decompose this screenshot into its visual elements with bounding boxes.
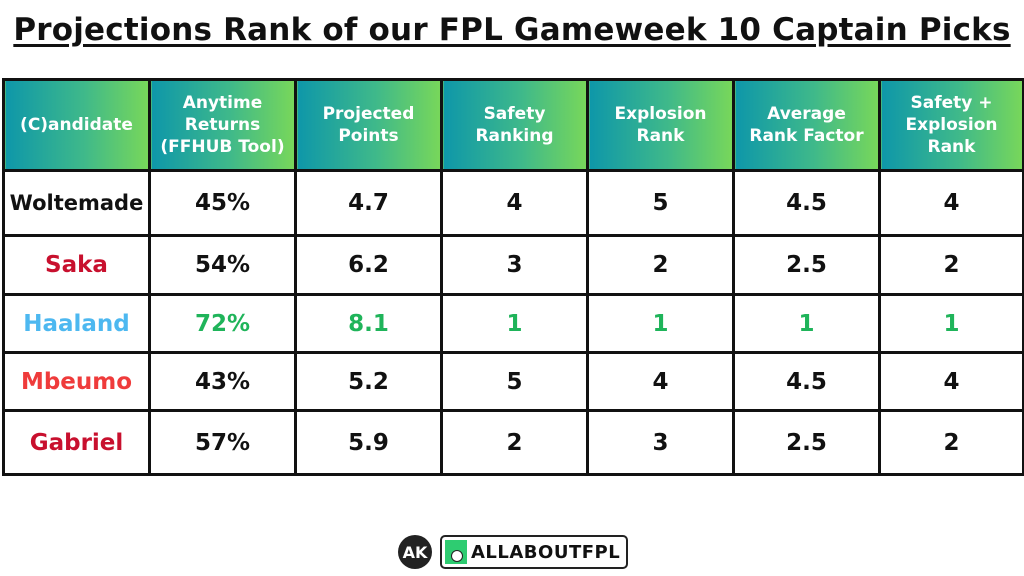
average-rank-factor-cell: 2.5	[732, 234, 881, 296]
projected-points-cell: 6.2	[294, 234, 443, 296]
safety-explosion-rank-cell: 2	[878, 234, 1024, 296]
candidate-name: Gabriel	[2, 409, 151, 476]
candidate-name: Mbeumo	[2, 351, 151, 412]
candidate-name: Saka	[2, 234, 151, 296]
anytime-returns-cell: 43%	[148, 351, 297, 412]
page-title: Projections Rank of our FPL Gameweek 10 …	[0, 12, 1024, 48]
average-rank-factor-cell: 4.5	[732, 169, 881, 237]
table-row: Mbeumo 43% 5.2 5 4 4.5 4	[2, 351, 1024, 412]
header-average-rank-factor: Average Rank Factor	[732, 78, 881, 172]
brand-name: ALLABOUTFPL	[471, 541, 621, 563]
table-row: Gabriel 57% 5.9 2 3 2.5 2	[2, 409, 1024, 476]
anytime-returns-cell: 72%	[148, 293, 297, 354]
footer-branding: AK ALLABOUTFPL	[398, 532, 629, 572]
projected-points-cell: 5.2	[294, 351, 443, 412]
header-candidate: (C)andidate	[2, 78, 151, 172]
safety-ranking-cell: 1	[440, 293, 589, 354]
anytime-returns-cell: 54%	[148, 234, 297, 296]
allaboutfpl-logo: ALLABOUTFPL	[440, 535, 629, 569]
football-boot-icon	[445, 540, 467, 564]
captain-picks-table: (C)andidate Anytime Returns (FFHUB Tool) P…	[2, 78, 1024, 476]
safety-explosion-rank-cell: 4	[878, 169, 1024, 237]
candidate-name: Woltemade	[2, 169, 151, 237]
safety-explosion-rank-cell: 1	[878, 293, 1024, 354]
header-safety-ranking: Safety Ranking	[440, 78, 589, 172]
header-explosion-rank: Explosion Rank	[586, 78, 735, 172]
projected-points-cell: 4.7	[294, 169, 443, 237]
table-row: Saka 54% 6.2 3 2 2.5 2	[2, 234, 1024, 296]
explosion-rank-cell: 5	[586, 169, 735, 237]
header-row: (C)andidate Anytime Returns (FFHUB Tool) P…	[2, 78, 1024, 172]
safety-ranking-cell: 4	[440, 169, 589, 237]
safety-explosion-rank-cell: 4	[878, 351, 1024, 412]
average-rank-factor-cell: 1	[732, 293, 881, 354]
header-anytime-returns: Anytime Returns (FFHUB Tool)	[148, 78, 297, 172]
candidate-name: Haaland	[2, 293, 151, 354]
explosion-rank-cell: 1	[586, 293, 735, 354]
explosion-rank-cell: 3	[586, 409, 735, 476]
average-rank-factor-cell: 4.5	[732, 351, 881, 412]
projected-points-cell: 5.9	[294, 409, 443, 476]
projected-points-cell: 8.1	[294, 293, 443, 354]
explosion-rank-cell: 4	[586, 351, 735, 412]
ak-logo-icon: AK	[398, 535, 432, 569]
average-rank-factor-cell: 2.5	[732, 409, 881, 476]
header-safety-explosion-rank: Safety + Explosion Rank	[878, 78, 1024, 172]
safety-explosion-rank-cell: 2	[878, 409, 1024, 476]
title-text: Projections Rank of our FPL Gameweek 10 …	[13, 12, 1011, 48]
safety-ranking-cell: 5	[440, 351, 589, 412]
explosion-rank-cell: 2	[586, 234, 735, 296]
table-row: Haaland 72% 8.1 1 1 1 1	[2, 293, 1024, 354]
table-row: Woltemade 45% 4.7 4 5 4.5 4	[2, 169, 1024, 237]
safety-ranking-cell: 3	[440, 234, 589, 296]
safety-ranking-cell: 2	[440, 409, 589, 476]
anytime-returns-cell: 45%	[148, 169, 297, 237]
header-projected-points: Projected Points	[294, 78, 443, 172]
anytime-returns-cell: 57%	[148, 409, 297, 476]
